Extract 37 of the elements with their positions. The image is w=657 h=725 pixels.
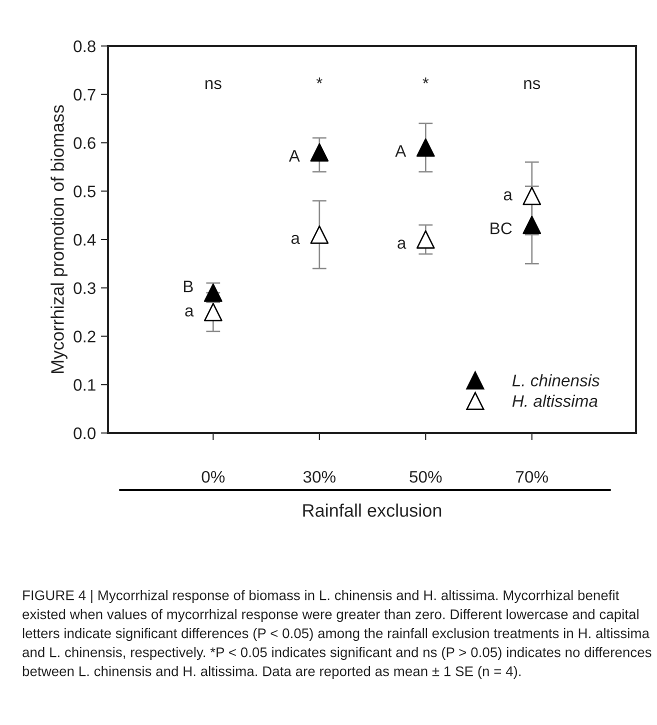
annotation: A bbox=[288, 150, 300, 162]
point bbox=[310, 143, 329, 162]
y-tick-label: 0.4 bbox=[74, 234, 96, 246]
caption: FIGURE 4 | Mycorrhizal response of biomass in L. chinensis and H. altissima. Mycorrhizal benefit existed when values of mycorrhizal response were greater than zero. Different lowercase and capital letters indicate significant differences (P < 0.05) among the rainfall exclusion treatments in H. altissima and L. chinensis, respectively. *P < 0.05 indicates significant and ns (P > 0.05) indicates no differences between L. chinensis and H. altissima. Data are reported as mean ± 1 SE (n = 4). bbox=[22, 590, 652, 679]
annotation: ns bbox=[524, 80, 540, 90]
y-tick-label: 0.3 bbox=[74, 282, 96, 294]
legend-label: L. chinensis bbox=[512, 374, 600, 386]
annotation: a bbox=[398, 240, 406, 249]
annotation: A bbox=[395, 145, 406, 157]
y-tick-label: 0.2 bbox=[74, 330, 96, 342]
point bbox=[416, 138, 435, 157]
annotation: BC bbox=[490, 222, 512, 234]
annotation: * bbox=[316, 78, 322, 84]
y-tick-label: 0.8 bbox=[74, 40, 96, 52]
point bbox=[310, 225, 329, 244]
y-tick-label: 0.5 bbox=[74, 186, 96, 198]
point bbox=[522, 216, 542, 234]
point bbox=[522, 186, 542, 206]
annotation: a bbox=[291, 234, 300, 244]
y-tick-label: 0.6 bbox=[74, 137, 96, 149]
legend-label: H. altissima bbox=[512, 394, 598, 407]
y-tick-label: 0.7 bbox=[74, 88, 96, 101]
annotation: a bbox=[185, 307, 194, 317]
x-tick-label: 70% bbox=[516, 470, 548, 483]
annotation: a bbox=[504, 191, 512, 200]
y-tick-label: 0.0 bbox=[74, 427, 96, 440]
y-axis-title: Mycorrhizal promotion of biomass bbox=[50, 105, 68, 373]
point bbox=[204, 302, 222, 322]
x-axis-title: Rainfall exclusion bbox=[303, 504, 442, 517]
annotation: B bbox=[184, 280, 193, 292]
annotation: * bbox=[422, 78, 429, 84]
x-tick-label: 0% bbox=[202, 470, 225, 483]
x-tick-label: 50% bbox=[410, 470, 442, 483]
annotation: ns bbox=[205, 80, 222, 90]
x-tick-label: 30% bbox=[303, 470, 336, 483]
y-tick-label: 0.1 bbox=[74, 379, 96, 391]
point bbox=[416, 230, 435, 249]
